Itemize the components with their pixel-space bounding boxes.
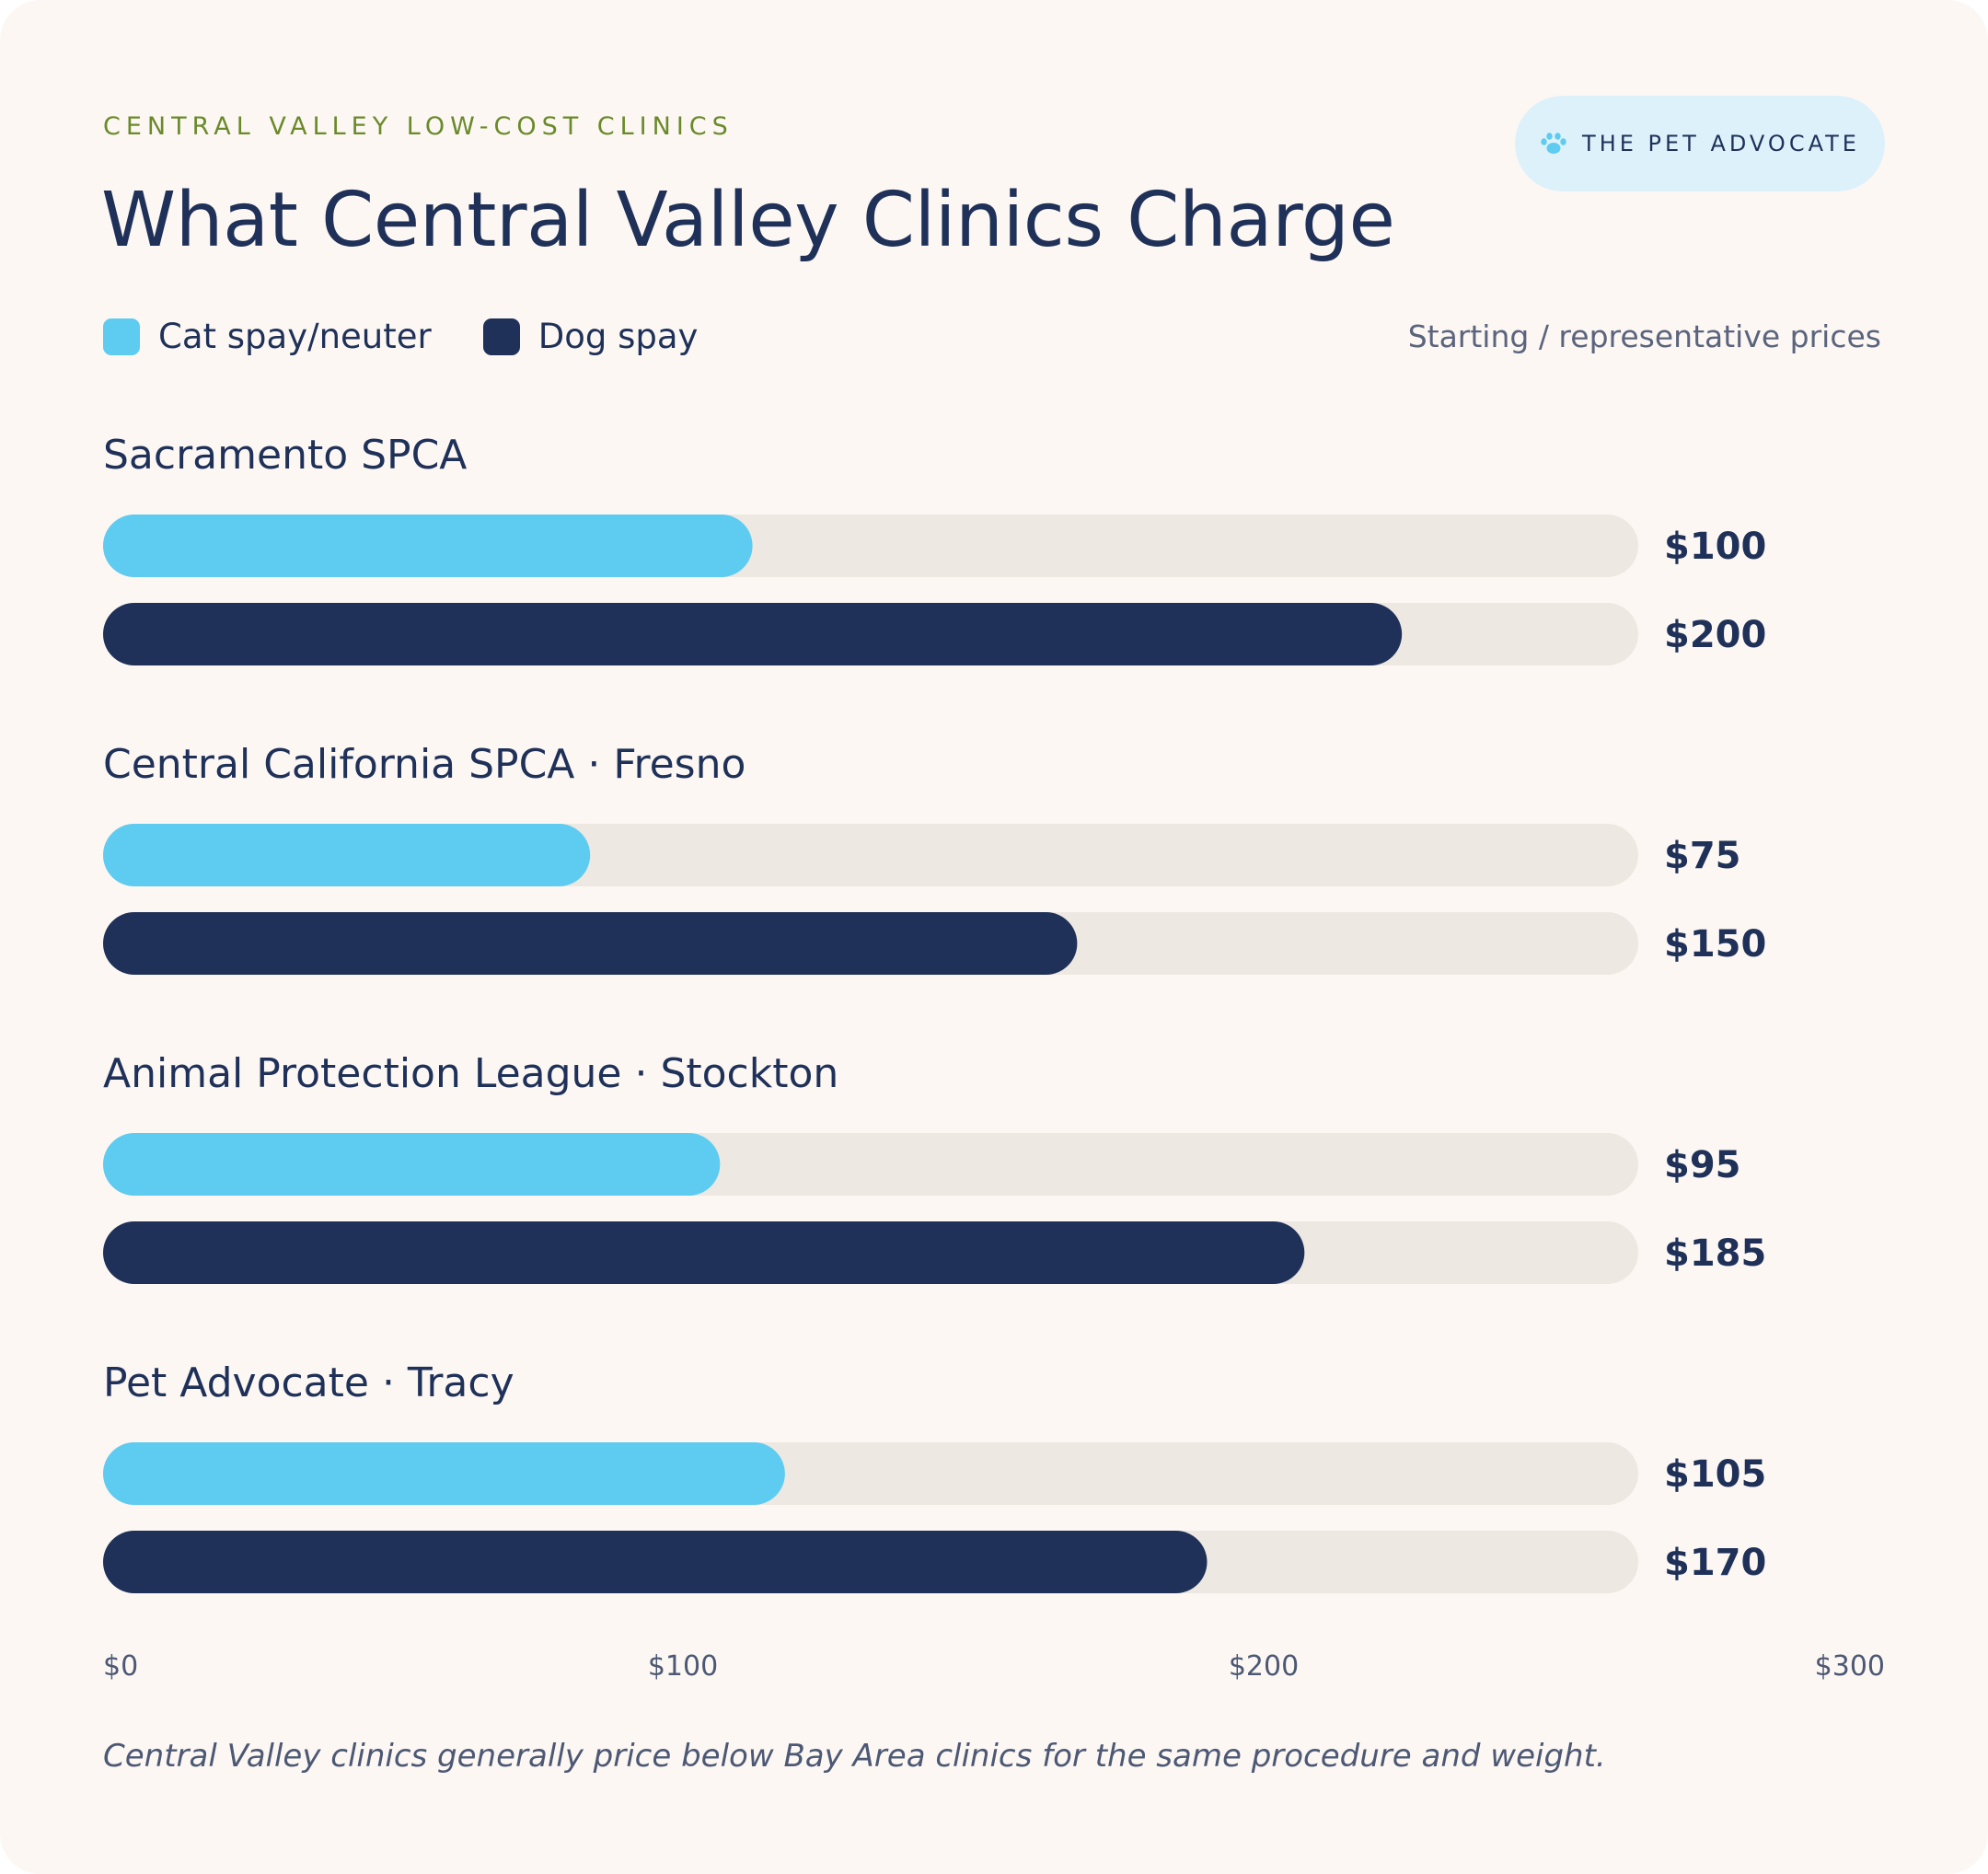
legend-swatch-dog [482, 318, 520, 355]
x-tick-label: $300 [1815, 1650, 1885, 1683]
bar-animal-protection-league-stockton-cat [103, 1133, 721, 1196]
x-tick-label: $100 [648, 1650, 718, 1683]
bar-central-california-spca-fresno-dog [103, 912, 1078, 975]
paw-icon [1541, 133, 1566, 154]
brand-name: THE PET ADVOCATE [1582, 131, 1860, 156]
bar-sacramento-spca-dog [103, 603, 1403, 665]
chart-legend: Cat spay/neuter Dog spay [103, 317, 698, 356]
value-label-sacramento-spca-dog: $200 [1664, 614, 1766, 656]
value-label-sacramento-spca-cat: $100 [1664, 526, 1766, 568]
bar-pet-advocate-tracy-cat [103, 1442, 785, 1505]
chart-title: What Central Valley Clinics Charge [101, 177, 1395, 264]
bar-chart: Sacramento SPCA $100 $200 Central Californi… [103, 432, 1885, 1683]
legend-item-cat: Cat spay/neuter [103, 317, 432, 356]
legend-swatch-cat [103, 318, 140, 355]
eyebrow-label: CENTRAL VALLEY LOW-COST CLINICS [103, 112, 734, 141]
brand-badge: THE PET ADVOCATE [1515, 96, 1885, 191]
price-note: Starting / representative prices [1407, 318, 1881, 354]
value-label-pet-advocate-tracy-cat: $105 [1664, 1453, 1766, 1496]
x-tick-label: $200 [1229, 1650, 1299, 1683]
legend-label-dog: Dog spay [537, 317, 699, 356]
bar-central-california-spca-fresno-cat [103, 824, 591, 886]
group-label-central-california-spca-fresno: Central California SPCA · Fresno [103, 741, 746, 788]
footnote: Central Valley clinics generally price b… [103, 1738, 1606, 1775]
value-label-central-california-spca-fresno-cat: $75 [1664, 835, 1741, 877]
bar-sacramento-spca-cat [103, 515, 753, 577]
x-tick-label: $0 [103, 1650, 138, 1683]
group-label-pet-advocate-tracy: Pet Advocate · Tracy [103, 1359, 514, 1406]
value-label-animal-protection-league-stockton-cat: $95 [1664, 1144, 1741, 1186]
legend-label-cat: Cat spay/neuter [158, 317, 432, 356]
group-label-animal-protection-league-stockton: Animal Protection League · Stockton [103, 1050, 838, 1097]
value-label-central-california-spca-fresno-dog: $150 [1664, 923, 1766, 966]
bar-animal-protection-league-stockton-dog [103, 1221, 1305, 1284]
value-label-pet-advocate-tracy-dog: $170 [1664, 1542, 1766, 1584]
group-label-sacramento-spca: Sacramento SPCA [103, 432, 467, 479]
value-label-animal-protection-league-stockton-dog: $185 [1664, 1232, 1766, 1275]
legend-item-dog: Dog spay [482, 317, 699, 356]
bar-pet-advocate-tracy-dog [103, 1531, 1208, 1593]
